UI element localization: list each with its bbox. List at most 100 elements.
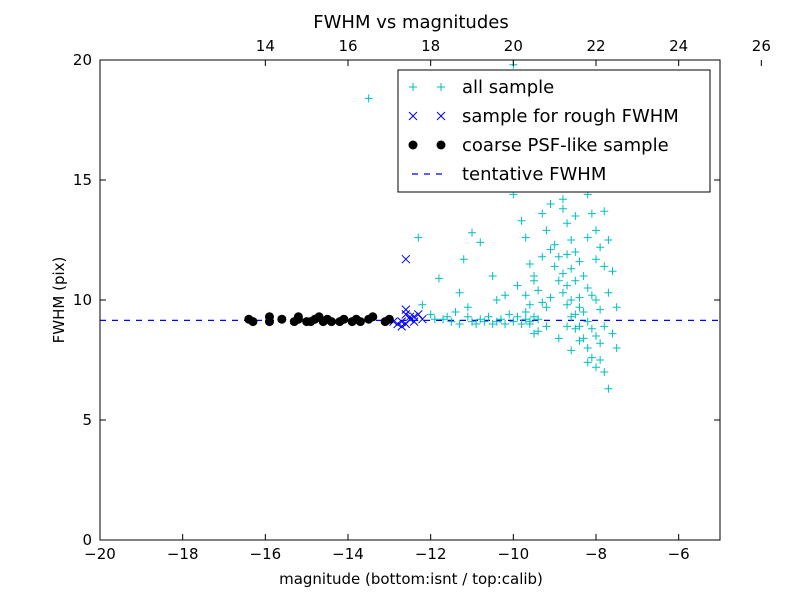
data-point — [525, 260, 534, 268]
top-x-tick-label: 24 — [669, 37, 688, 55]
data-point — [563, 322, 572, 331]
legend-box — [397, 69, 711, 193]
data-point — [318, 317, 328, 327]
data-point — [397, 322, 407, 331]
data-point — [600, 207, 609, 216]
data-point — [401, 310, 411, 319]
data-point — [583, 344, 592, 352]
data-point — [463, 312, 472, 321]
data-point — [571, 324, 580, 333]
data-point — [484, 312, 493, 321]
data-point — [339, 314, 349, 324]
data-point — [530, 276, 538, 285]
data-point — [583, 317, 592, 326]
data-point — [364, 94, 373, 103]
data-point — [554, 276, 563, 285]
data-point — [550, 240, 559, 249]
data-point — [418, 314, 427, 324]
data-point — [567, 346, 576, 355]
data-point — [583, 284, 592, 292]
y-tick-label: 15 — [73, 171, 92, 189]
data-point — [554, 334, 563, 343]
data-point — [558, 195, 567, 204]
top-x-tick-label: 16 — [338, 37, 357, 55]
legend-marker — [409, 83, 417, 91]
data-point — [409, 317, 419, 326]
data-point — [530, 312, 538, 321]
data-point — [592, 363, 600, 372]
data-point — [401, 305, 411, 314]
data-point — [488, 272, 497, 280]
series-2 — [244, 312, 394, 327]
data-point — [608, 329, 617, 338]
legend-marker — [408, 140, 418, 150]
data-point — [455, 288, 464, 297]
data-point — [409, 312, 419, 322]
x-tick-label: −12 — [415, 545, 447, 563]
data-point — [463, 303, 472, 312]
series-1 — [389, 254, 427, 331]
data-point — [501, 320, 510, 328]
data-point — [414, 233, 423, 242]
data-point — [248, 317, 258, 327]
data-point — [443, 312, 452, 321]
data-point — [468, 317, 476, 326]
data-point — [587, 324, 596, 333]
x-tick-label: −20 — [84, 545, 116, 563]
data-point — [517, 216, 526, 225]
y-tick-label: 0 — [82, 531, 92, 549]
data-point — [600, 262, 609, 271]
data-point — [492, 317, 501, 326]
data-point — [534, 327, 543, 336]
data-point — [583, 233, 592, 242]
data-point — [521, 315, 530, 324]
x-tick-label: −8 — [585, 545, 607, 563]
data-point — [571, 212, 580, 220]
data-point — [571, 248, 580, 256]
data-point — [496, 315, 505, 324]
data-point — [264, 317, 274, 327]
data-point — [439, 315, 448, 324]
data-point — [604, 236, 613, 244]
data-point — [600, 368, 609, 376]
data-point — [513, 312, 522, 321]
top-x-tick-label: 20 — [504, 37, 523, 55]
data-point — [430, 315, 439, 324]
data-point — [521, 308, 530, 316]
data-point — [517, 320, 526, 328]
data-point — [567, 296, 576, 304]
y-tick-label: 20 — [73, 51, 92, 69]
data-point — [513, 281, 522, 290]
x-tick-label: −14 — [332, 545, 364, 563]
data-point — [592, 255, 600, 264]
legend-label-all-sample: all sample — [462, 77, 554, 98]
data-point — [542, 303, 551, 312]
data-point — [563, 219, 572, 228]
top-x-tick-label: 14 — [256, 37, 275, 55]
data-point — [571, 276, 580, 285]
top-x-tick-label: 26 — [752, 37, 771, 55]
data-point — [563, 250, 572, 259]
data-point — [538, 252, 547, 261]
data-point — [563, 300, 572, 309]
data-point — [575, 293, 584, 302]
data-point — [596, 305, 605, 314]
x-tick-label: −10 — [498, 545, 530, 563]
data-point — [592, 296, 600, 304]
data-point — [558, 288, 567, 297]
data-point — [509, 317, 518, 326]
legend-markers — [408, 83, 446, 175]
data-point — [592, 226, 600, 235]
data-point — [596, 339, 605, 348]
legend-label-rough-fwhm: sample for rough FWHM — [462, 106, 679, 127]
y-tick-label: 10 — [73, 291, 92, 309]
top-x-tick-label: 18 — [421, 37, 440, 55]
data-point — [476, 238, 485, 247]
data-point — [546, 245, 555, 254]
data-point — [451, 308, 460, 316]
data-point — [575, 322, 584, 331]
legend-marker — [437, 83, 445, 91]
data-point — [368, 312, 378, 322]
data-point — [592, 332, 600, 340]
